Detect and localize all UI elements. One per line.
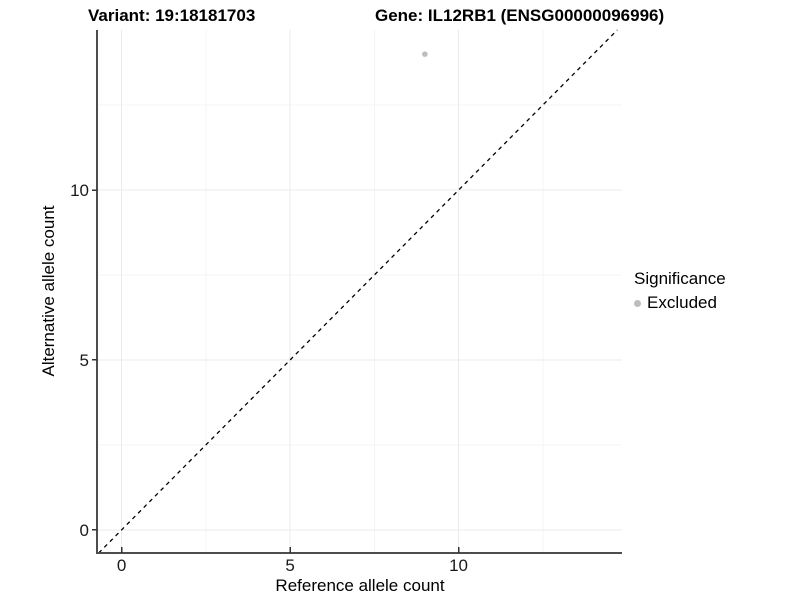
data-point <box>422 51 428 57</box>
x-tick-label: 5 <box>285 556 294 575</box>
y-tick-label: 5 <box>80 351 89 370</box>
plot-title-variant: Variant: 19:18181703 <box>88 6 256 25</box>
x-axis-title: Reference allele count <box>275 576 445 595</box>
x-tick-label: 0 <box>117 556 126 575</box>
identity-reference-line <box>98 29 618 554</box>
y-axis-title: Alternative allele count <box>39 205 58 377</box>
y-tick-label: 0 <box>80 521 89 540</box>
legend-item-excluded: Excluded <box>634 293 726 313</box>
legend-marker-circle-icon <box>634 299 641 307</box>
legend: Significance Excluded <box>634 269 726 313</box>
y-tick-label: 10 <box>70 181 89 200</box>
x-tick-label: 10 <box>449 556 468 575</box>
plot-title-gene: Gene: IL12RB1 (ENSG00000096996) <box>375 6 665 25</box>
legend-item-label: Excluded <box>647 293 717 312</box>
legend-title: Significance <box>634 269 726 288</box>
